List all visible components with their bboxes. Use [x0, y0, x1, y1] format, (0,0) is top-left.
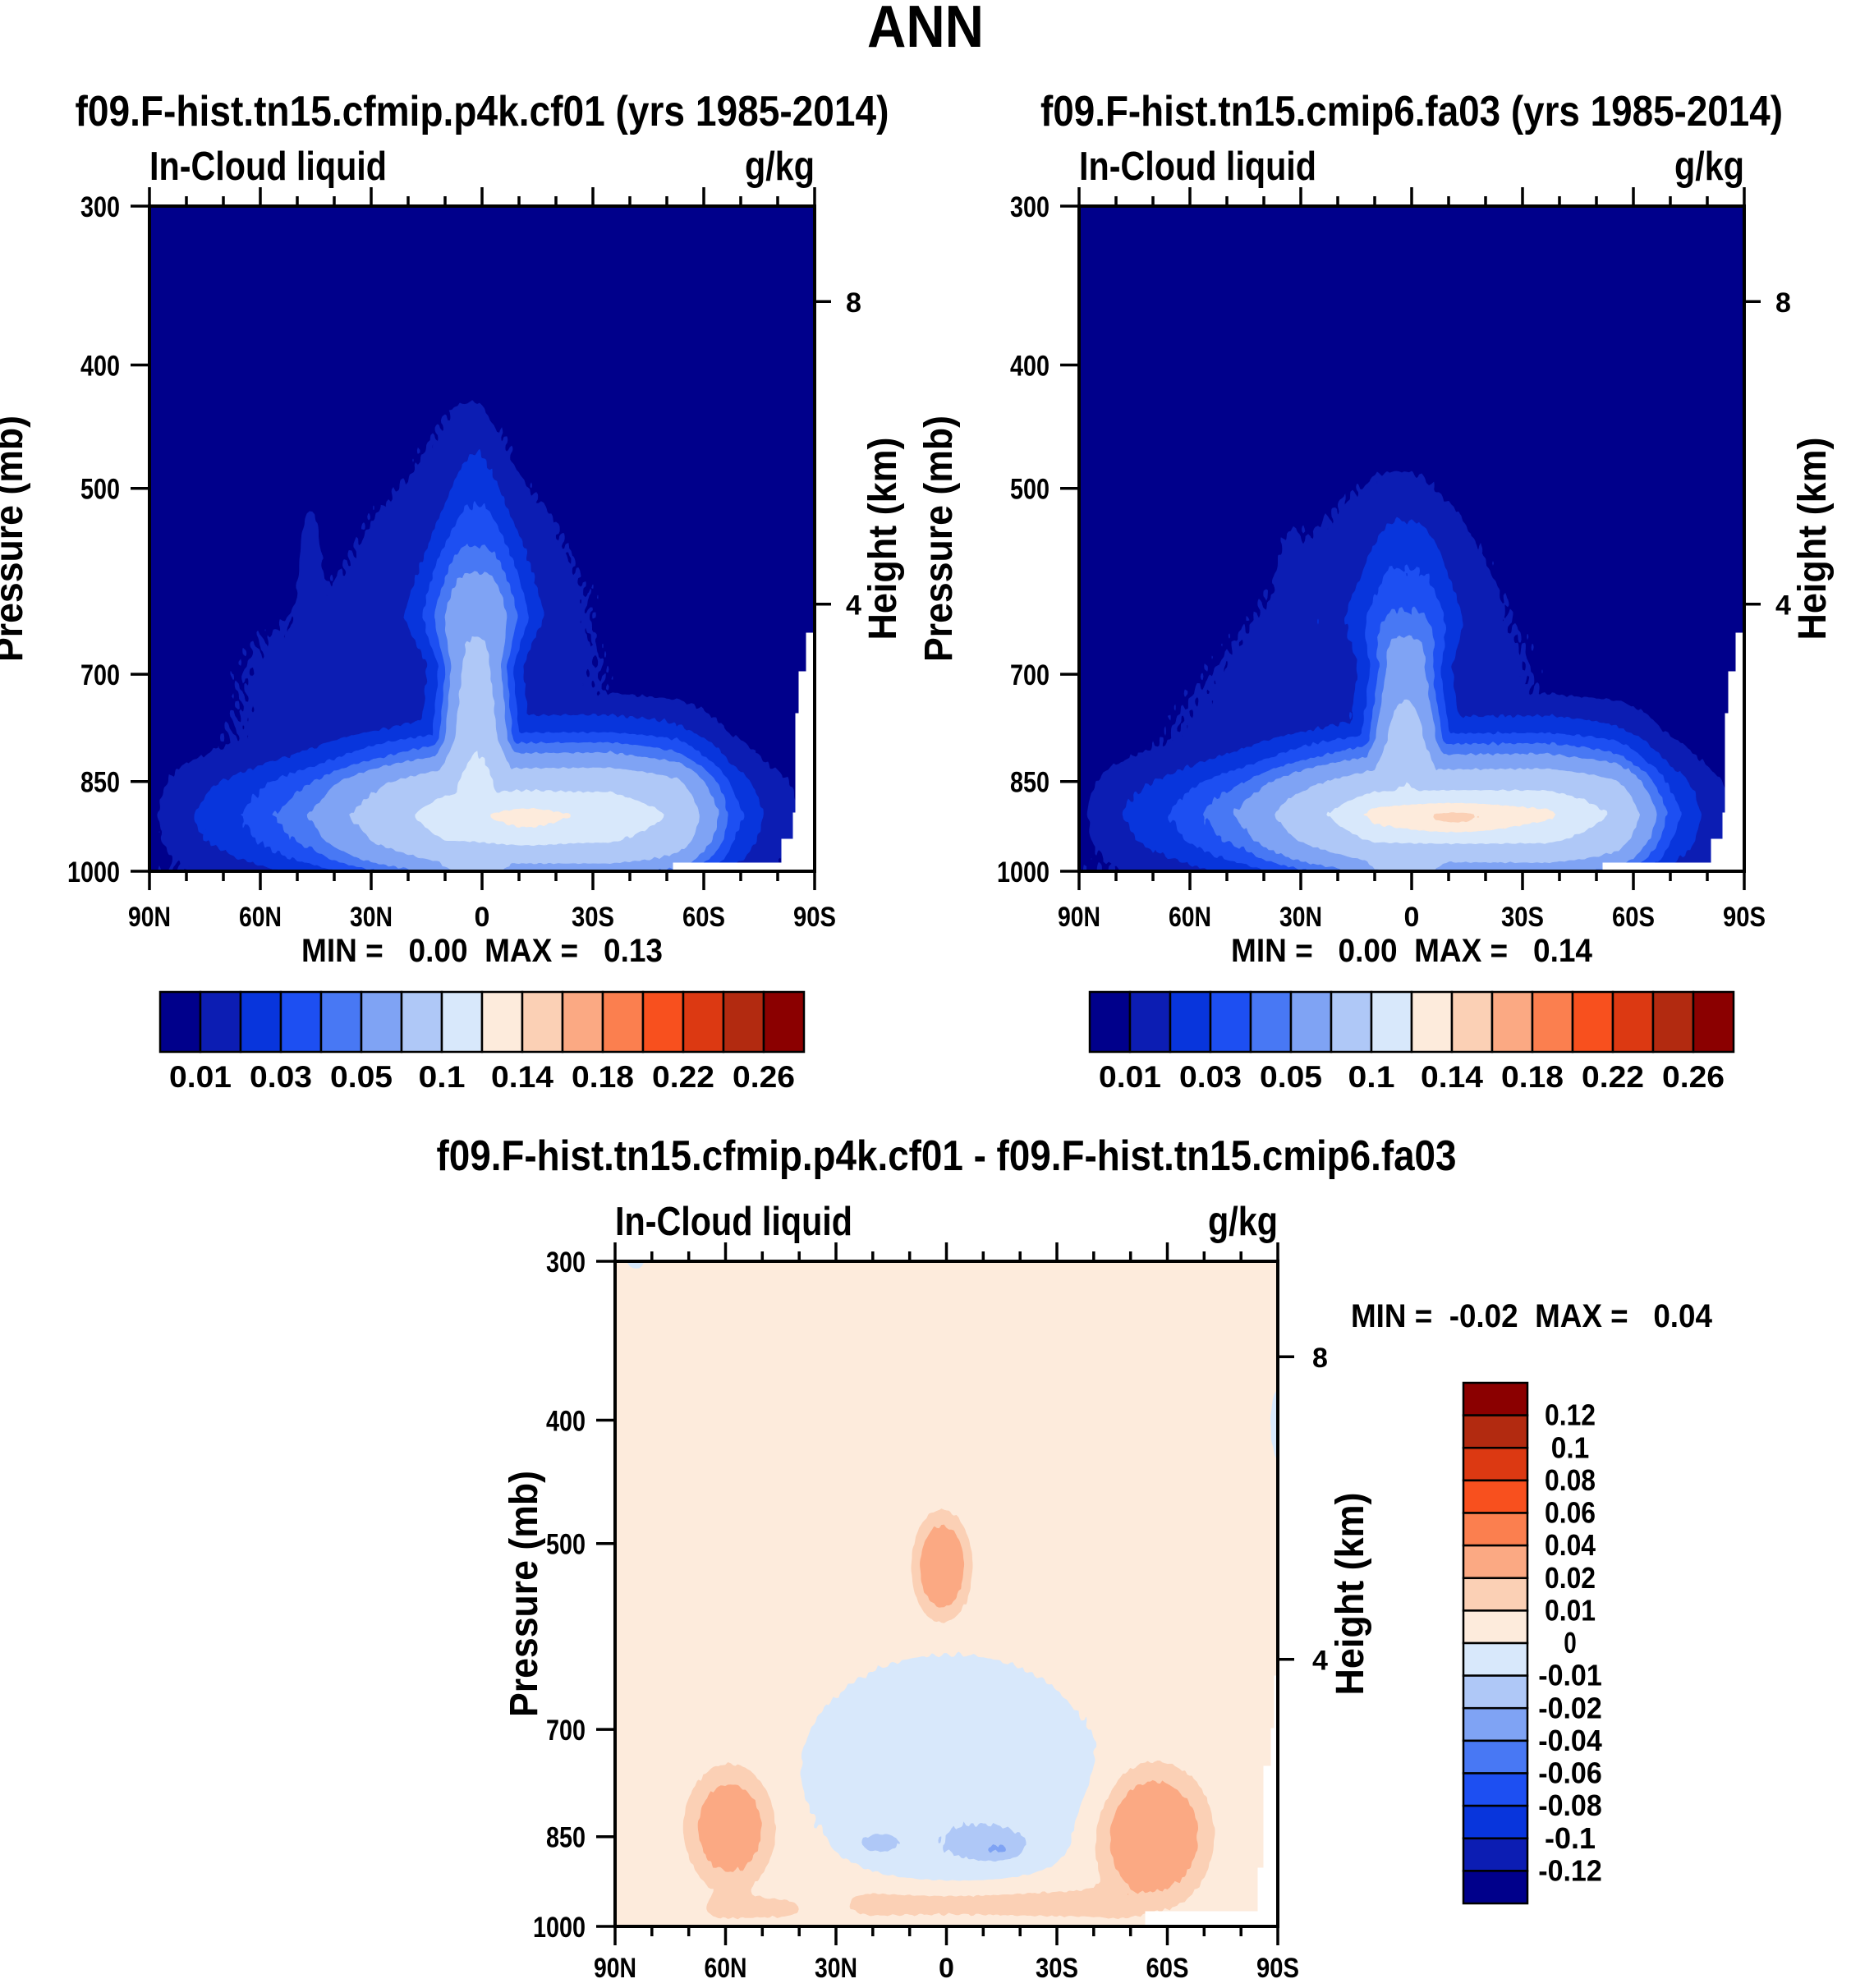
svg-text:700: 700 [546, 1715, 586, 1747]
svg-text:300: 300 [546, 1247, 586, 1279]
svg-text:4: 4 [846, 590, 861, 622]
svg-text:500: 500 [546, 1529, 586, 1561]
svg-text:In-Cloud liquid: In-Cloud liquid [149, 145, 387, 189]
svg-text:400: 400 [546, 1406, 586, 1438]
svg-text:500: 500 [1010, 474, 1050, 506]
svg-text:8: 8 [1312, 1343, 1328, 1374]
svg-text:60N: 60N [705, 1953, 747, 1984]
svg-text:0.05: 0.05 [330, 1060, 393, 1094]
svg-text:MIN = 0.00 MAX = 0.13: MIN = 0.00 MAX = 0.13 [301, 933, 663, 969]
svg-text:0.18: 0.18 [572, 1060, 634, 1094]
svg-text:30S: 30S [1501, 902, 1544, 933]
svg-text:-0.01: -0.01 [1538, 1659, 1602, 1692]
svg-text:In-Cloud liquid: In-Cloud liquid [1079, 145, 1316, 189]
svg-text:0.1: 0.1 [1551, 1430, 1590, 1464]
svg-text:60N: 60N [1169, 902, 1211, 933]
svg-text:0.1: 0.1 [419, 1060, 466, 1094]
svg-text:0.1: 0.1 [1348, 1060, 1395, 1094]
svg-text:90N: 90N [594, 1953, 636, 1984]
svg-text:4: 4 [1312, 1646, 1328, 1677]
svg-text:8: 8 [846, 287, 861, 319]
svg-text:30N: 30N [350, 902, 393, 933]
svg-text:90N: 90N [1058, 902, 1100, 933]
svg-text:Pressure (mb): Pressure (mb) [0, 416, 31, 662]
svg-text:Height (km): Height (km) [861, 438, 905, 640]
svg-text:500: 500 [80, 474, 120, 506]
svg-text:4: 4 [1775, 590, 1791, 622]
svg-text:0.01: 0.01 [169, 1060, 232, 1094]
svg-text:300: 300 [80, 191, 120, 223]
svg-text:0.04: 0.04 [1545, 1528, 1596, 1562]
svg-text:0.03: 0.03 [1179, 1060, 1242, 1094]
svg-text:0.26: 0.26 [1662, 1060, 1725, 1094]
svg-text:30S: 30S [1036, 1953, 1078, 1984]
svg-text:0.01: 0.01 [1545, 1593, 1596, 1627]
svg-text:-0.02: -0.02 [1538, 1691, 1602, 1724]
svg-text:90N: 90N [128, 902, 171, 933]
svg-text:-0.08: -0.08 [1538, 1788, 1602, 1822]
svg-text:1000: 1000 [997, 856, 1050, 888]
svg-text:0.05: 0.05 [1260, 1060, 1322, 1094]
svg-text:300: 300 [1010, 191, 1050, 223]
svg-text:0.02: 0.02 [1545, 1561, 1596, 1595]
svg-text:-0.06: -0.06 [1538, 1756, 1602, 1790]
svg-text:Height (km): Height (km) [1329, 1493, 1372, 1696]
svg-text:60S: 60S [1612, 902, 1655, 933]
svg-text:g/kg: g/kg [745, 145, 815, 189]
svg-text:0.14: 0.14 [1421, 1060, 1483, 1094]
svg-text:f09.F-hist.tn15.cfmip.p4k.cf01: f09.F-hist.tn15.cfmip.p4k.cf01 (yrs 1985… [76, 88, 889, 135]
svg-text:MIN = -0.02 MAX = 0.04: MIN = -0.02 MAX = 0.04 [1351, 1298, 1713, 1334]
svg-text:90S: 90S [1256, 1953, 1299, 1984]
svg-text:g/kg: g/kg [1208, 1200, 1278, 1244]
svg-text:0.06: 0.06 [1545, 1496, 1596, 1530]
svg-text:30S: 30S [572, 902, 614, 933]
svg-text:0.12: 0.12 [1545, 1398, 1596, 1432]
svg-text:90S: 90S [793, 902, 836, 933]
svg-text:850: 850 [546, 1822, 586, 1854]
svg-text:-0.12: -0.12 [1538, 1853, 1602, 1887]
svg-text:0.22: 0.22 [1582, 1060, 1644, 1094]
svg-text:0: 0 [475, 902, 490, 933]
svg-text:Pressure (mb): Pressure (mb) [917, 416, 961, 662]
svg-text:0: 0 [1404, 902, 1420, 933]
svg-text:MIN = 0.00 MAX = 0.14: MIN = 0.00 MAX = 0.14 [1231, 933, 1593, 969]
svg-text:90S: 90S [1723, 902, 1766, 933]
svg-text:0: 0 [1564, 1626, 1577, 1660]
svg-text:0.18: 0.18 [1501, 1060, 1564, 1094]
svg-text:0.14: 0.14 [491, 1060, 553, 1094]
svg-text:0.08: 0.08 [1545, 1463, 1596, 1497]
svg-text:1000: 1000 [533, 1912, 586, 1944]
svg-text:Pressure (mb): Pressure (mb) [503, 1471, 546, 1717]
svg-text:0: 0 [939, 1953, 954, 1984]
svg-text:850: 850 [80, 767, 120, 799]
svg-text:30N: 30N [1279, 902, 1322, 933]
svg-text:850: 850 [1010, 767, 1050, 799]
svg-text:f09.F-hist.tn15.cfmip.p4k.cf01: f09.F-hist.tn15.cfmip.p4k.cf01 - f09.F-h… [437, 1132, 1457, 1180]
svg-text:30N: 30N [815, 1953, 857, 1984]
svg-text:Height (km): Height (km) [1791, 438, 1835, 640]
svg-text:400: 400 [80, 351, 120, 383]
svg-text:700: 700 [80, 659, 120, 691]
svg-text:-0.1: -0.1 [1545, 1821, 1596, 1855]
svg-text:f09.F-hist.tn15.cmip6.fa03 (yr: f09.F-hist.tn15.cmip6.fa03 (yrs 1985-201… [1040, 88, 1783, 135]
svg-text:400: 400 [1010, 351, 1050, 383]
svg-text:-0.04: -0.04 [1538, 1724, 1602, 1757]
svg-text:1000: 1000 [67, 856, 120, 888]
svg-text:0.01: 0.01 [1099, 1060, 1161, 1094]
svg-text:700: 700 [1010, 659, 1050, 691]
svg-text:60N: 60N [239, 902, 282, 933]
svg-text:60S: 60S [682, 902, 725, 933]
svg-text:g/kg: g/kg [1674, 145, 1744, 189]
svg-text:ANN: ANN [867, 0, 984, 60]
svg-text:8: 8 [1775, 287, 1791, 319]
svg-text:0.22: 0.22 [652, 1060, 714, 1094]
svg-text:60S: 60S [1146, 1953, 1189, 1984]
svg-text:0.26: 0.26 [733, 1060, 795, 1094]
svg-text:In-Cloud liquid: In-Cloud liquid [615, 1200, 852, 1244]
svg-text:0.03: 0.03 [250, 1060, 312, 1094]
